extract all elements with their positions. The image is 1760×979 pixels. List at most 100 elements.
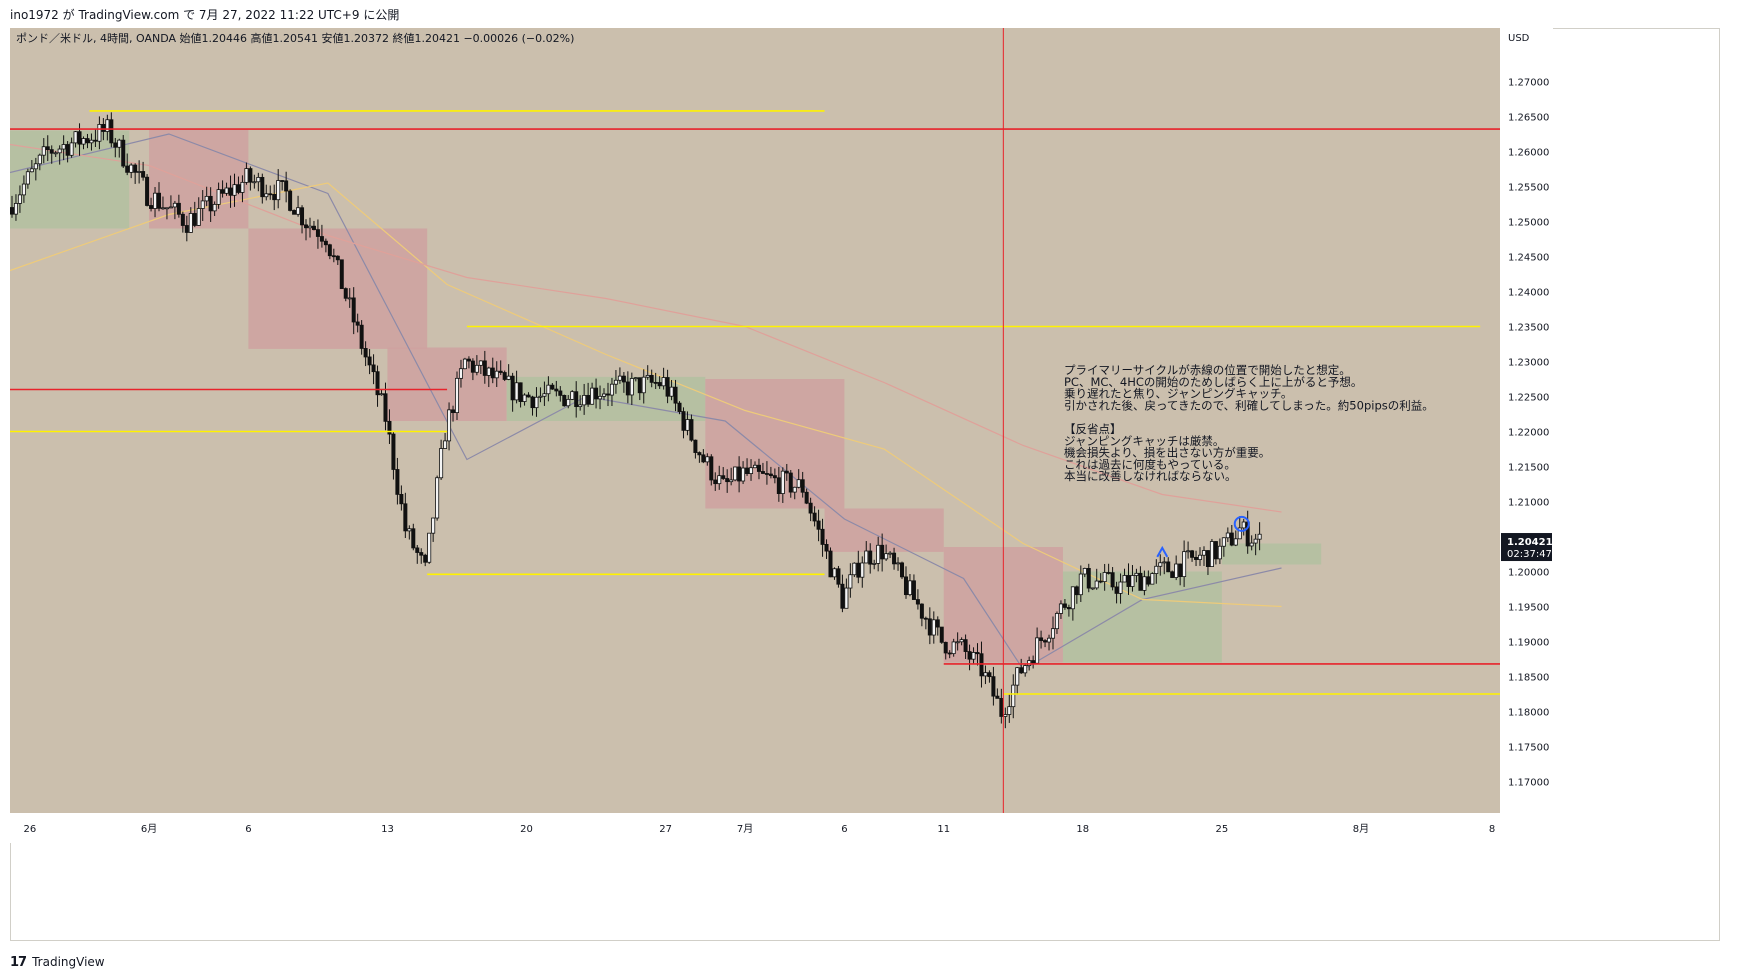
candle-body [244, 168, 249, 183]
price-axis[interactable] [1500, 28, 1553, 813]
moving-average-fast [10, 133, 1282, 671]
candle-body [983, 672, 988, 677]
candle-body [749, 467, 754, 474]
candle-body [697, 452, 702, 456]
currency-label: USD [1508, 33, 1530, 44]
time-tick-label: 13 [381, 824, 394, 835]
symbol-info: ポンド／米ドル, 4時間, OANDA 始値1.20446 高値1.20541 … [16, 31, 574, 45]
candle-body [486, 367, 491, 376]
candle-body [284, 180, 289, 192]
candle-body [1182, 551, 1187, 577]
candle-body [1142, 576, 1147, 591]
candle-body [931, 619, 936, 636]
arrow-up-marker [1156, 545, 1169, 558]
candle-body [224, 187, 229, 194]
candle-body [399, 493, 404, 505]
candle-body [419, 552, 424, 556]
candle-body [109, 119, 114, 144]
candle-body [212, 203, 217, 212]
bear-zone-box [248, 228, 428, 349]
candle-body [57, 148, 62, 154]
candle-body [673, 386, 678, 404]
candle-body [1047, 637, 1052, 643]
candle-body [562, 395, 567, 407]
candle-body [570, 391, 575, 400]
candle-body [1237, 527, 1242, 540]
candle-body [677, 402, 682, 412]
candle-body [443, 440, 448, 449]
horizontal-lines [10, 110, 1500, 695]
candle-body [1062, 603, 1067, 608]
candlestick-chart[interactable]: ポンド／米ドル, 4時間, OANDA 始値1.20446 高値1.20541 … [10, 28, 1720, 941]
candle-body [319, 236, 324, 242]
candle-body [903, 576, 908, 596]
candle-body [820, 528, 825, 545]
candle-body [474, 364, 479, 373]
candle-body [196, 208, 201, 226]
zone-boxes [10, 129, 1322, 663]
bear-zone-box [387, 347, 507, 421]
candle-body [868, 550, 873, 565]
candle-body [260, 176, 265, 198]
candle-body [117, 139, 122, 148]
candle-body [554, 388, 559, 392]
tradingview-brand: TradingView [32, 955, 105, 969]
candle-body [1098, 580, 1103, 583]
current-price-label: 1.20421 [1507, 537, 1553, 548]
candle-body [141, 171, 146, 178]
candle-body [836, 568, 841, 585]
candle-body [10, 207, 14, 215]
candle-body [764, 473, 769, 475]
candle-body [97, 124, 102, 142]
candle-body [93, 139, 98, 142]
candle-body [264, 193, 269, 198]
candle-body [1186, 550, 1191, 553]
candle-body [439, 448, 444, 479]
candle-body [915, 599, 920, 605]
candle-body [502, 372, 507, 380]
candle-body [45, 146, 50, 151]
time-tick-label: 11 [937, 824, 950, 835]
price-tick-label: 1.27000 [1508, 78, 1549, 89]
candle-body [888, 552, 893, 555]
candle-body [709, 456, 714, 481]
candle-body [955, 641, 960, 644]
candle-body [363, 348, 368, 358]
candle-body [800, 479, 805, 493]
candle-body [355, 321, 360, 326]
candle-body [1054, 613, 1059, 630]
candle-body [1178, 563, 1183, 577]
candle-body [721, 475, 726, 479]
candle-body [375, 371, 380, 396]
time-tick-label: 26 [23, 824, 36, 835]
candle-body [236, 184, 241, 193]
candle-body [860, 562, 865, 578]
candle-body [629, 378, 634, 396]
candle-body [1094, 580, 1099, 589]
candle-body [300, 207, 305, 226]
candle-body [586, 394, 591, 405]
candle-body [49, 149, 54, 154]
candle-body [65, 144, 70, 156]
time-axis[interactable] [10, 813, 1553, 843]
candle-body [494, 370, 499, 379]
candle-body [518, 382, 523, 402]
candle-body [256, 176, 261, 183]
candle-body [804, 491, 809, 504]
candle-body [1233, 538, 1238, 546]
candle-body [995, 695, 1000, 699]
candle-body [816, 520, 821, 530]
candle-body [609, 383, 614, 396]
candle-body [943, 641, 948, 654]
candle-body [407, 528, 412, 532]
tradingview-footer[interactable]: 17 TradingView [10, 953, 105, 971]
candle-body [1039, 637, 1044, 641]
candle-body [13, 202, 18, 215]
candle-body [470, 360, 475, 373]
price-tick-label: 1.26000 [1508, 148, 1549, 159]
price-tick-label: 1.24000 [1508, 288, 1549, 299]
candle-body [176, 202, 181, 215]
candle-body [232, 184, 237, 196]
candle-body [192, 213, 197, 226]
candle-body [927, 618, 932, 636]
